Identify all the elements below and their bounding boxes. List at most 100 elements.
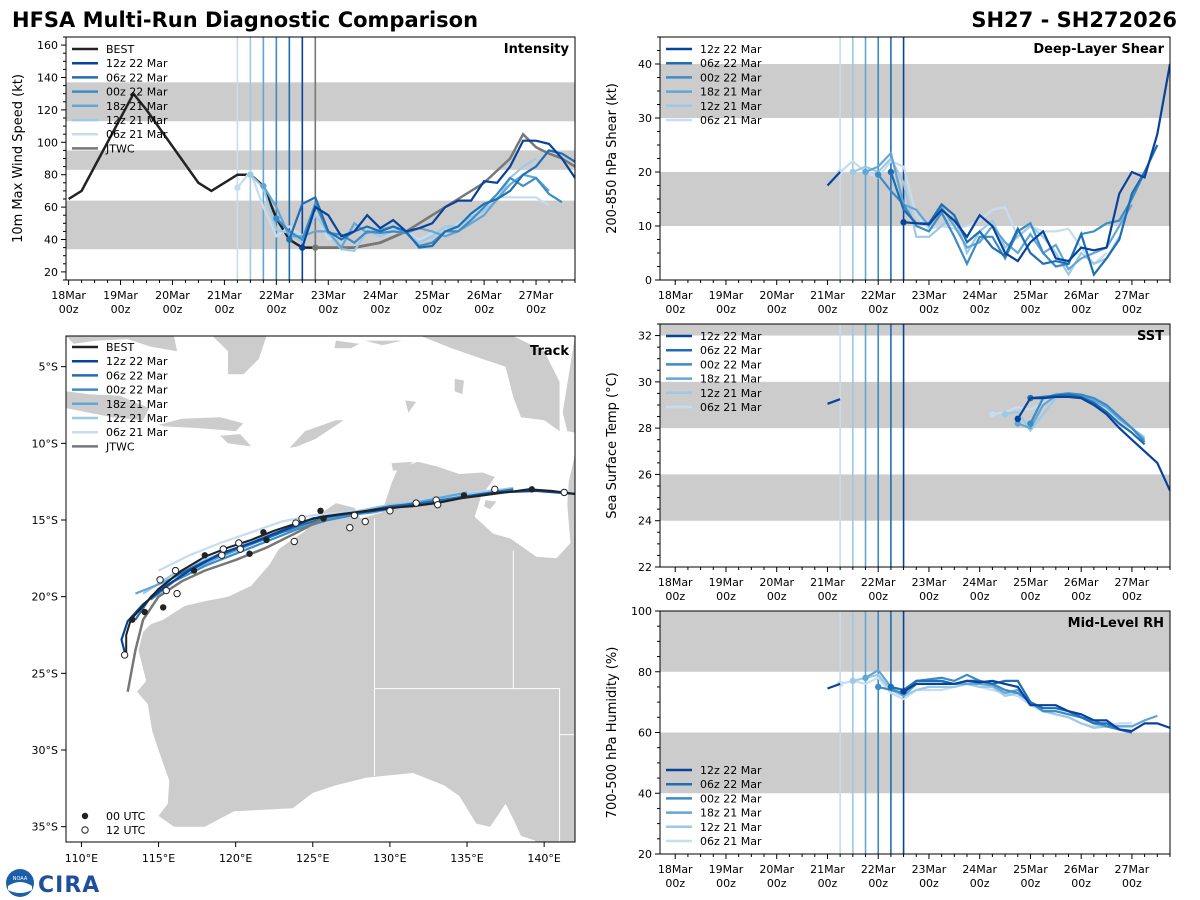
init-point: [875, 171, 882, 178]
y-tick-label: 40: [638, 787, 652, 800]
lat-tick-label: 10°S: [32, 437, 58, 450]
series-line: [903, 679, 1170, 733]
lon-tick-label: 140°E: [527, 852, 560, 865]
storm-id: SH27 - SH272026: [971, 8, 1177, 32]
jtwc-track: [126, 518, 322, 692]
init-point: [849, 677, 857, 685]
point-12utc: [120, 651, 129, 659]
legend-label: 12z 22 Mar: [106, 57, 168, 70]
point-12utc: [560, 488, 568, 497]
lat-tick-label: 20°S: [32, 591, 58, 604]
point-00utc: [159, 604, 167, 611]
y-tick-label: 40: [44, 234, 58, 247]
jtwc-init-point: [312, 244, 319, 251]
legend-label: 00z 22 Mar: [106, 384, 168, 397]
x-tick-date: 19Mar: [709, 576, 744, 589]
x-tick-date: 26Mar: [1064, 863, 1099, 876]
series-line: [288, 149, 575, 249]
x-tick-date: 23Mar: [912, 863, 947, 876]
legend-label-00utc: 00 UTC: [106, 810, 146, 823]
lat-tick-label: 5°S: [39, 361, 58, 374]
point-12utc: [173, 589, 181, 598]
y-tick-label: 24: [638, 515, 652, 528]
x-tick-hour: 00z: [919, 877, 939, 890]
shading-band: [660, 64, 1170, 118]
x-tick-hour: 00z: [665, 303, 685, 316]
legend-label: 12z 22 Mar: [700, 330, 762, 343]
y-tick-label: 80: [44, 169, 58, 182]
point-12utc: [350, 511, 359, 520]
x-tick-hour: 00z: [716, 303, 736, 316]
plot-frame: [659, 323, 1171, 568]
x-tick-date: 26Mar: [467, 289, 502, 302]
y-tick-label: 160: [37, 39, 58, 52]
x-tick-date: 22Mar: [259, 289, 294, 302]
lat-tick-label: 15°S: [32, 514, 58, 527]
point-00utc: [317, 507, 324, 514]
x-tick-date: 19Mar: [709, 289, 744, 302]
legend-label-12utc: 12 UTC: [106, 824, 146, 837]
series-line: [1030, 393, 1146, 446]
point-00utc: [129, 616, 136, 623]
panel-title: Intensity: [504, 42, 570, 57]
init-point: [862, 674, 869, 682]
y-tick-label: 140: [37, 72, 58, 85]
point-12utc: [162, 586, 170, 595]
y-tick-label: 80: [638, 666, 652, 679]
x-tick-hour: 00z: [868, 303, 888, 316]
map-frame: [65, 335, 576, 843]
x-tick-hour: 00z: [1021, 590, 1041, 603]
point-00utc: [320, 515, 327, 522]
x-tick-date: 25Mar: [1013, 289, 1048, 302]
y-tick-label: 20: [638, 166, 652, 179]
x-tick-hour: 00z: [422, 303, 442, 316]
y-tick-label: 120: [37, 104, 58, 117]
x-tick-date: 22Mar: [861, 289, 896, 302]
legend-label: 06z 21 Mar: [106, 128, 168, 141]
x-tick-date: 21Mar: [207, 289, 242, 302]
x-tick-date: 21Mar: [810, 289, 845, 302]
landmass-australia: [137, 454, 575, 842]
y-axis-label: Sea Surface Temp (°C): [605, 372, 620, 519]
init-point: [989, 411, 996, 418]
series-line: [877, 171, 1146, 268]
lon-tick-label: 125°E: [296, 852, 329, 865]
border-nt-sa-qld: [374, 550, 514, 690]
legend-marker-12utc: [81, 826, 89, 834]
legend-label: 06z 22 Mar: [106, 369, 168, 382]
x-tick-date: 25Mar: [1013, 576, 1048, 589]
legend-label: 12z 21 Mar: [700, 100, 762, 113]
y-tick-label: 22: [638, 561, 652, 574]
legend-label: 12z 22 Mar: [700, 764, 762, 777]
init-point: [234, 184, 241, 191]
x-tick-date: 19Mar: [709, 863, 744, 876]
x-tick-date: 23Mar: [912, 576, 947, 589]
lat-tick-label: 30°S: [32, 744, 58, 757]
landmass-aru: [454, 378, 464, 395]
y-tick-label: 100: [37, 136, 58, 149]
y-tick-label: 30: [638, 112, 652, 125]
legend-label: JTWC: [105, 142, 135, 155]
point-12utc: [171, 566, 180, 575]
legend-label: 00z 22 Mar: [700, 792, 762, 805]
legend-label: 18z 21 Mar: [106, 100, 168, 113]
point-12utc: [292, 519, 300, 527]
landmass-sumba: [220, 434, 252, 447]
init-point: [299, 244, 306, 251]
legend-label: 06z 22 Mar: [700, 344, 762, 357]
chart-sst: 22242628303218Mar00z19Mar00z20Mar00z21Ma…: [605, 323, 1171, 603]
panel-title: Track: [530, 344, 569, 359]
x-tick-hour: 00z: [818, 303, 838, 316]
landmass-timor: [289, 420, 344, 448]
x-tick-hour: 00z: [1122, 590, 1142, 603]
chart-track-map: 110°E 115°E 120°E 125°E 130°E 135°E 140°E 5°S 10…: [32, 335, 576, 865]
legend-label: BEST: [106, 43, 134, 56]
point-12utc: [236, 545, 244, 553]
x-tick-date: 24Mar: [962, 576, 997, 589]
lat-tick-label: 35°S: [32, 821, 58, 834]
legend-label: 06z 21 Mar: [700, 835, 762, 848]
point-12utc: [156, 576, 164, 584]
x-tick-hour: 00z: [370, 303, 390, 316]
init-point: [875, 683, 882, 691]
